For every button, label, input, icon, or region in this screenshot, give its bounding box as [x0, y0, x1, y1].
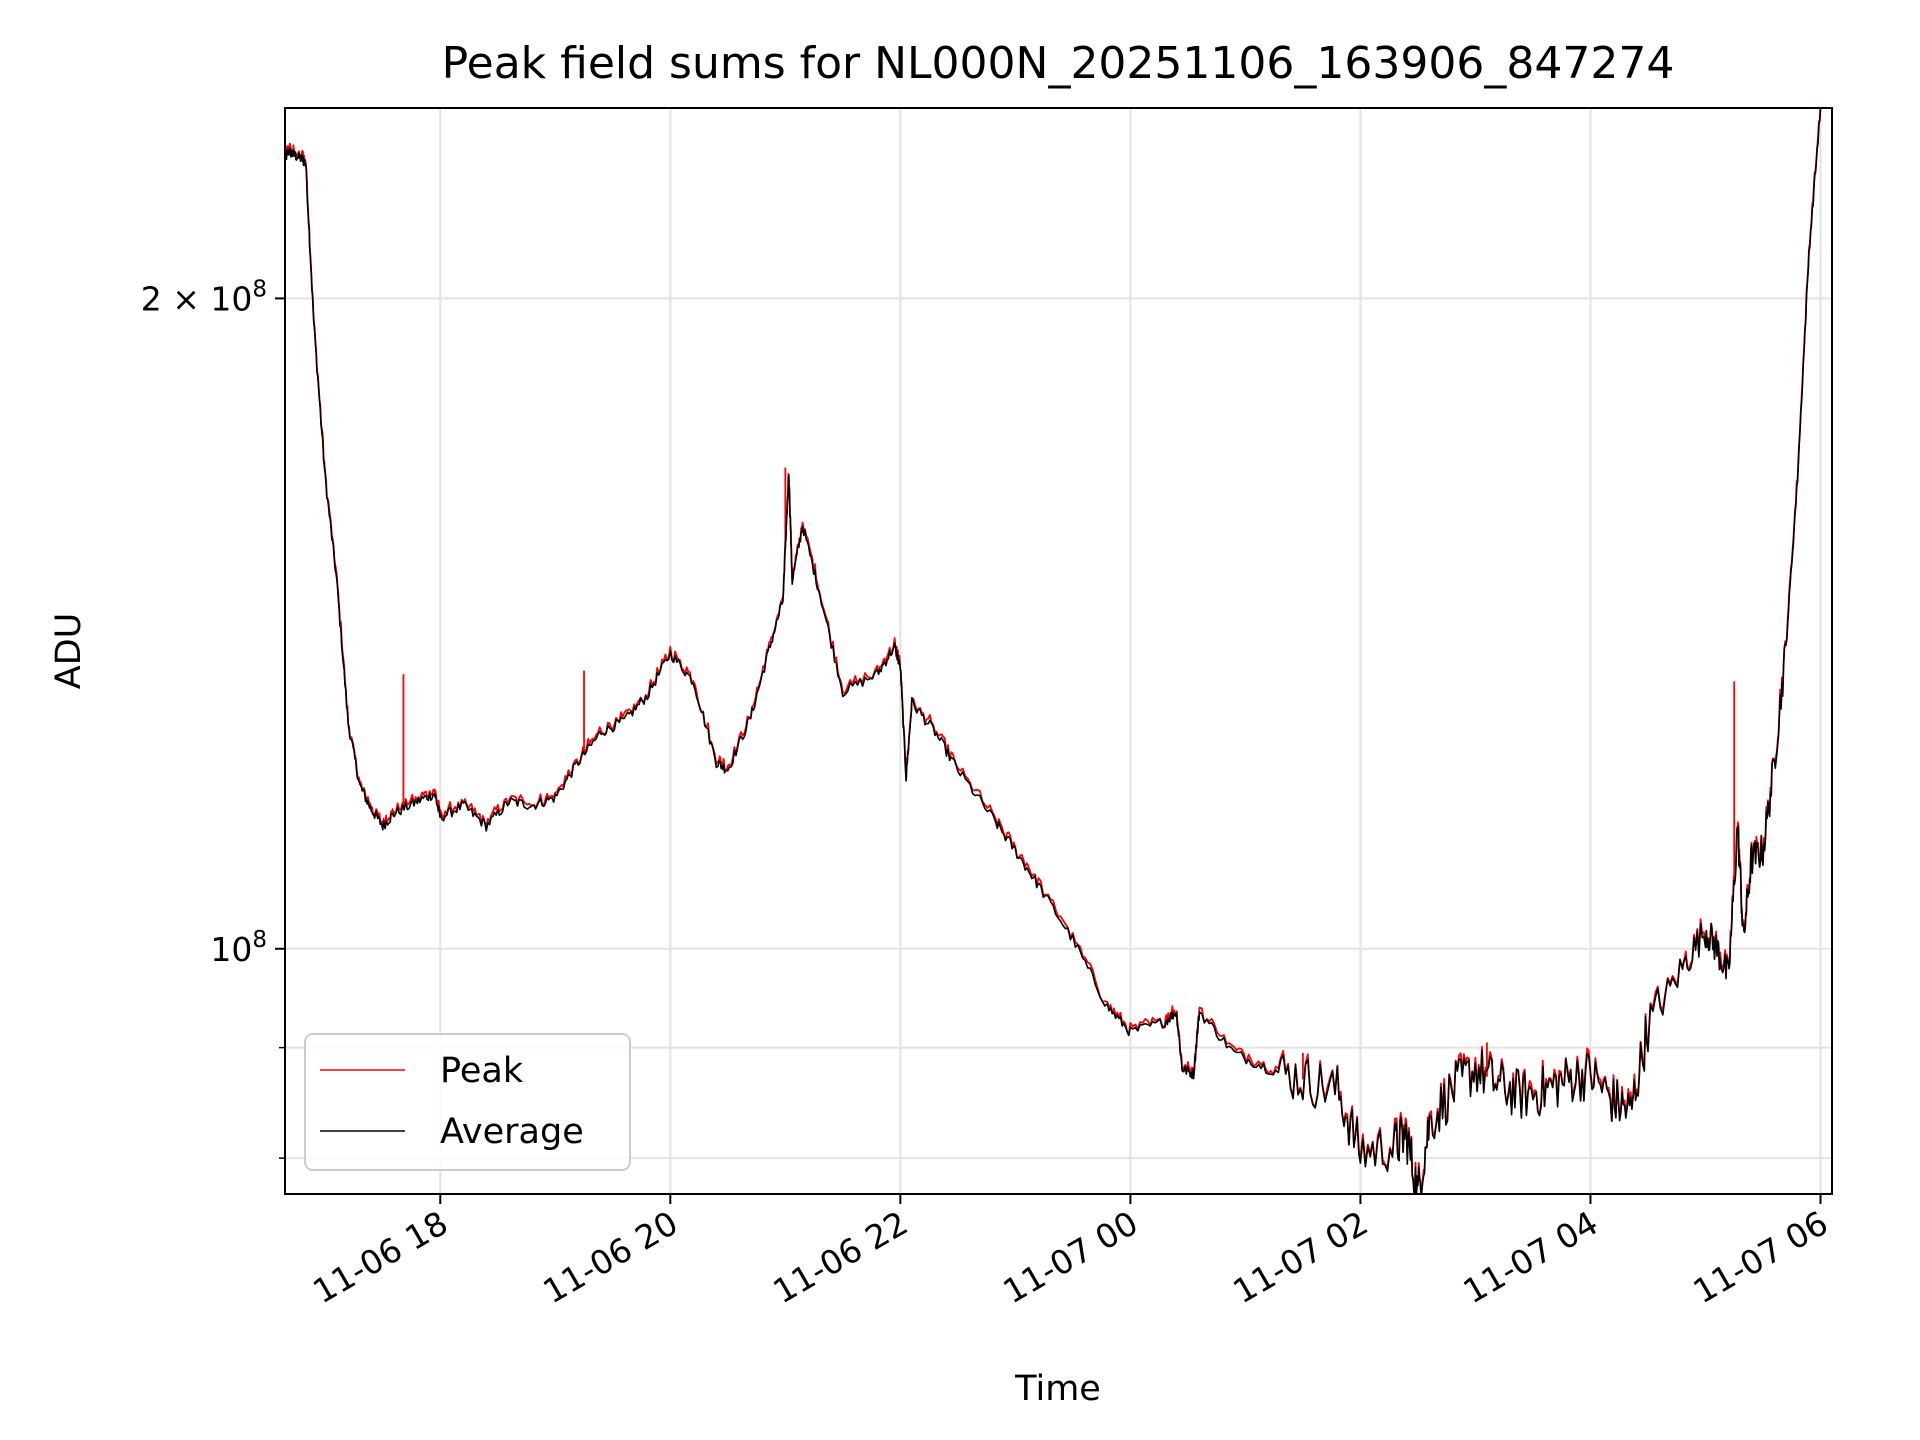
average-series-line	[285, 108, 1822, 1194]
chart-title: Peak field sums for NL000N_20251106_1639…	[442, 38, 1675, 89]
legend-average-label: Average	[440, 1112, 584, 1152]
plot-area-frame	[284, 107, 1833, 1195]
y-tick-label-0: 108	[210, 927, 267, 969]
legend-peak-label: Peak	[440, 1051, 524, 1091]
y-axis-label: ADU	[49, 613, 89, 690]
legend-box	[304, 1033, 631, 1171]
x-axis-label: Time	[1014, 1369, 1101, 1409]
y-tick-label-1: 2 × 108	[141, 276, 267, 318]
series-lines	[285, 108, 1822, 1194]
legend: Peak Average	[304, 1033, 631, 1171]
